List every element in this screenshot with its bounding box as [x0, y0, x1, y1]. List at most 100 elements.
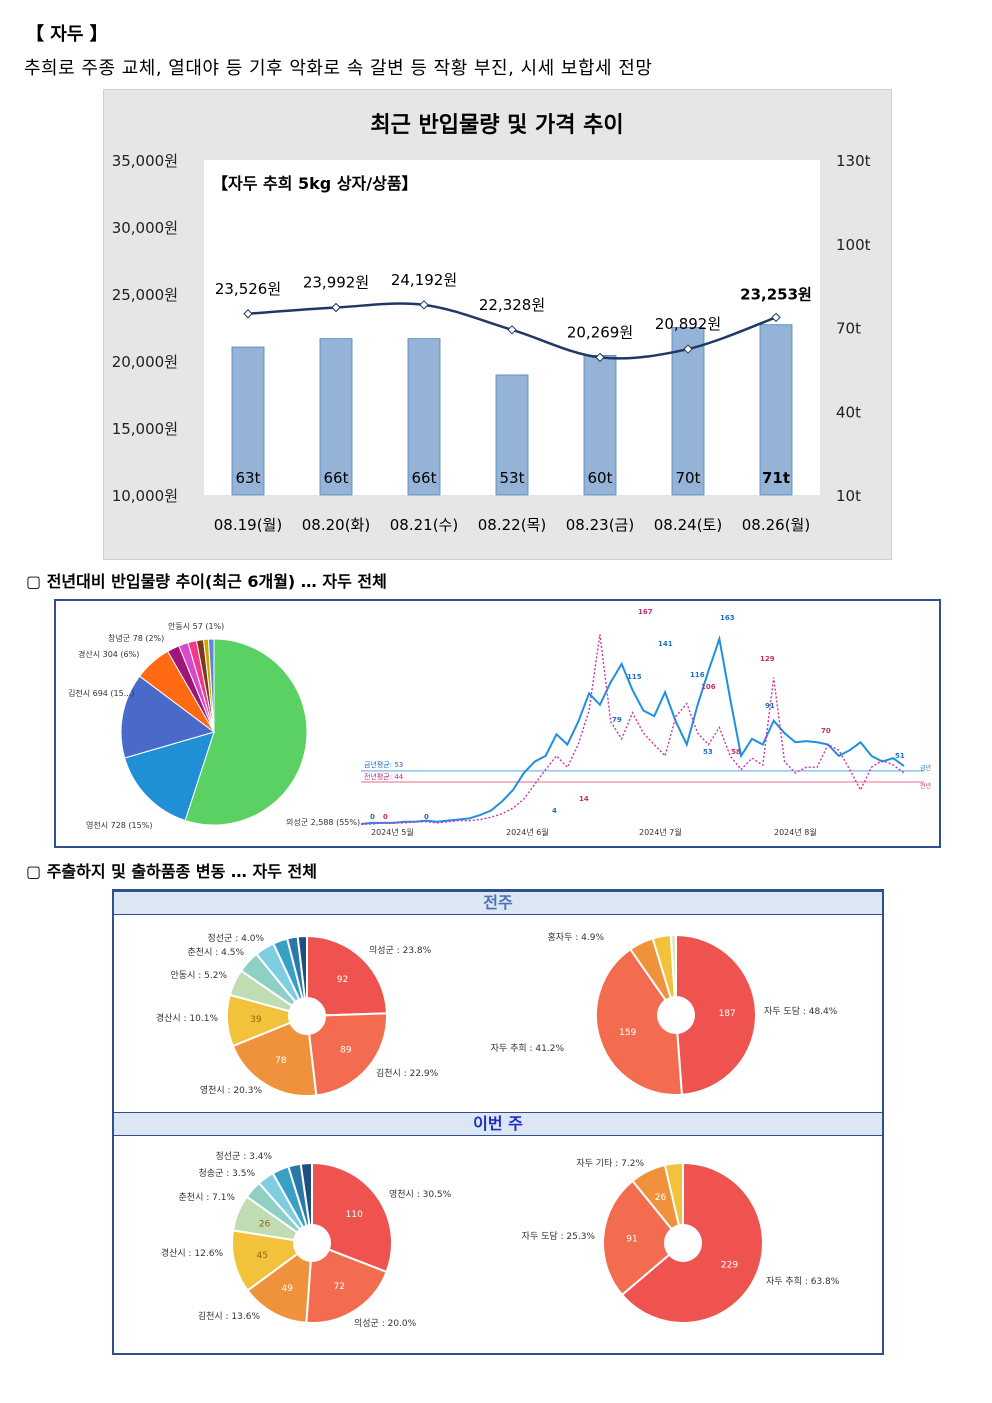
- donut-category-label: 자두 도담 : 48.4%: [764, 1005, 838, 1017]
- line-x-tick: 2024년 5월: [371, 827, 414, 837]
- x-tick-label: 08.23(금): [566, 516, 634, 534]
- donut-slice: [595, 947, 683, 1096]
- donut-category-label: 의성군 : 23.8%: [369, 945, 432, 956]
- donut-value-label: 78: [275, 1056, 287, 1066]
- donut-category-label: 홍자두 : 4.9%: [548, 931, 605, 943]
- volume-label: 63t: [236, 469, 261, 487]
- y-right-tick: 70t: [836, 320, 861, 338]
- y-left-tick: 15,000원: [112, 420, 178, 438]
- volume-bar: [319, 338, 353, 496]
- legend-this-year: 금년: [920, 764, 931, 772]
- line-point-label: 51: [895, 752, 905, 760]
- donut-category-label: 자두 추희 : 63.8%: [766, 1275, 840, 1287]
- price-point: [419, 300, 429, 310]
- line-x-tick: 2024년 7월: [639, 827, 682, 837]
- donut-value-label: 187: [719, 1009, 736, 1019]
- donut-slice: [246, 1252, 312, 1324]
- line-point-label: 116: [690, 671, 705, 679]
- price-point: [683, 344, 693, 354]
- donut-value-label: 45: [257, 1251, 268, 1261]
- donut-value-label: 39: [250, 1015, 262, 1025]
- volume-bar: [583, 355, 617, 496]
- line-point-label: 53: [703, 748, 713, 756]
- donut-category-label: 의성군 : 20.0%: [354, 1318, 417, 1329]
- share-panel: 전주 이번 주 92 의성군 : 23.8% 89 김천시 : 22.9% 78 영천시 …: [112, 889, 884, 1355]
- x-tick-label: 08.20(화): [302, 516, 370, 534]
- price-volume-chart: 최근 반입물량 및 가격 추이 【자두 추희 5kg 상자/상품】 35,000원 3…: [103, 89, 892, 560]
- donut-category-label: 청송군 : 3.5%: [199, 1168, 256, 1179]
- line-point-label: 0: [370, 813, 375, 821]
- line-x-tick: 2024년 8월: [774, 827, 817, 837]
- price-point: [595, 352, 605, 363]
- donut-slice: [299, 1161, 313, 1227]
- price-point: [507, 325, 517, 335]
- yoy-pie-label: 의성군 2,588 (55%): [286, 817, 360, 827]
- yoy-panel-svg: 의성군 2,588 (55%) 영천시 728 (15%) 김천시 694 (15.…: [68, 608, 931, 837]
- volume-bar: [231, 346, 265, 496]
- line-point-label: 167: [638, 608, 653, 616]
- volume-label: 70t: [676, 469, 701, 487]
- line-point-label: 0: [383, 813, 388, 821]
- band-this-week: 이번 주: [114, 1112, 882, 1136]
- donut-slice: [306, 934, 388, 1017]
- line-point-label: 106: [701, 683, 716, 691]
- y-right-tick: 10t: [836, 487, 861, 505]
- donut-value-label: 159: [619, 1028, 636, 1038]
- line-point-label: 58: [731, 748, 741, 756]
- yoy-pie-label: 창녕군 78 (2%): [108, 634, 164, 643]
- donut-category-label: 춘천시 : 4.5%: [188, 947, 245, 958]
- line-point-label: 115: [627, 673, 642, 681]
- price-label: 23,992원: [303, 274, 369, 292]
- line-point-label: 70: [821, 727, 831, 735]
- price-point: [331, 302, 341, 313]
- yoy-pie-slice: [207, 638, 215, 733]
- yoy-pie-slice: [124, 731, 215, 822]
- heading-yoy: ▢ 전년대비 반입물량 추이(최근 6개월) … 자두 전체: [26, 572, 387, 591]
- price-label: 23,526원: [215, 280, 281, 298]
- yoy-pie-slice: [120, 675, 216, 759]
- donut-slice: [663, 1161, 684, 1227]
- donut-value-label: 26: [655, 1193, 667, 1203]
- chart-subtitle: 【자두 추희 5kg 상자/상품】: [212, 174, 418, 193]
- heading-share: ▢ 주출하지 및 출하품종 변동 … 자두 전체: [26, 862, 317, 881]
- donut-slice: [305, 1248, 388, 1324]
- donut-slice: [620, 1161, 764, 1324]
- band-prev-week: 전주: [114, 891, 882, 915]
- line-point-label: 141: [658, 640, 673, 648]
- donut-value-label: 110: [346, 1210, 363, 1220]
- volume-label: 53t: [500, 469, 525, 487]
- donut-value-label: 229: [721, 1260, 738, 1270]
- volume-label: 60t: [588, 469, 613, 487]
- yoy-panel: 의성군 2,588 (55%) 영천시 728 (15%) 김천시 694 (15.…: [54, 599, 941, 848]
- line-this-year: [360, 634, 905, 825]
- donut-value-label: 26: [259, 1220, 271, 1230]
- line-point-label: 14: [579, 795, 589, 803]
- y-left-tick: 10,000원: [112, 487, 178, 505]
- y-left-tick: 30,000원: [112, 219, 178, 237]
- y-left-tick: 35,000원: [112, 152, 178, 170]
- donut-slice: [669, 933, 677, 999]
- donut-slice: [675, 933, 757, 1096]
- line-point-label: 129: [760, 655, 775, 663]
- donut-category-label: 김천시 : 13.6%: [198, 1310, 261, 1322]
- line-point-label: 79: [612, 716, 622, 724]
- donut-category-label: 정선군 : 3.4%: [216, 1151, 273, 1162]
- y-right-tick: 100t: [836, 236, 871, 254]
- donut-category-label: 영천시 : 20.3%: [200, 1085, 263, 1096]
- donut-category-label: 자두 도담 : 25.3%: [522, 1230, 596, 1242]
- volume-label: 66t: [324, 469, 349, 487]
- x-tick-label: 08.19(월): [214, 516, 282, 534]
- price-label: 22,328원: [479, 296, 545, 314]
- price-point: [243, 309, 253, 319]
- y-right-tick: 130t: [836, 152, 871, 170]
- yoy-pie-label: 김천시 694 (15...): [68, 688, 135, 698]
- avg-label-last-year: 전년평균: 44: [364, 772, 404, 781]
- line-last-year: [361, 634, 905, 825]
- donut-slice: [311, 1161, 393, 1274]
- y-left-tick: 25,000원: [112, 286, 178, 304]
- price-label: 20,269원: [567, 323, 633, 341]
- donut-value-label: 89: [340, 1045, 352, 1055]
- price-volume-chart-svg: 최근 반입물량 및 가격 추이 【자두 추희 5kg 상자/상품】 35,000원 3…: [112, 113, 871, 534]
- y-right-tick: 40t: [836, 403, 861, 421]
- share-panel-svg: 92 의성군 : 23.8% 89 김천시 : 22.9% 78 영천시 : 20.3% 3…: [156, 931, 840, 1329]
